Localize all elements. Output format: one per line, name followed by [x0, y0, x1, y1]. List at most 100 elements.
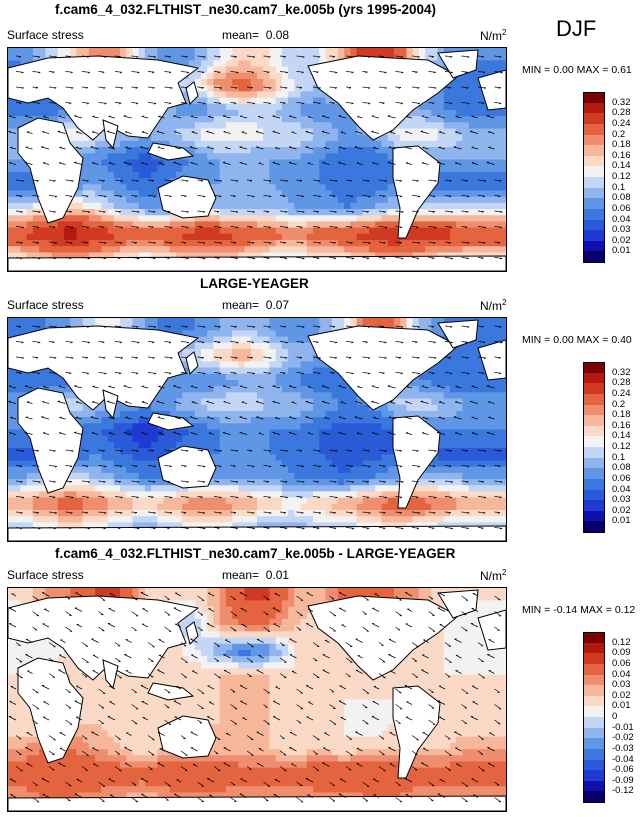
field-cell [88, 233, 96, 241]
field-cell [275, 215, 283, 223]
field-cell [275, 324, 283, 331]
field-cell [213, 221, 221, 229]
field-cell [319, 209, 327, 216]
field-cell [200, 103, 208, 111]
field-cell [418, 140, 426, 148]
vector-arrow [371, 131, 380, 134]
field-cell [381, 240, 389, 247]
colorbar-label: 0.04 [612, 213, 631, 225]
field-cell [275, 336, 283, 344]
field-cell [113, 240, 121, 247]
vector-arrowhead [384, 180, 388, 183]
field-cell [275, 392, 283, 400]
vector-arrowhead [482, 102, 485, 105]
field-cell [331, 386, 339, 393]
field-cell [26, 109, 34, 117]
field-cell [462, 196, 470, 204]
field-cell [188, 54, 196, 61]
field-cell [462, 209, 470, 216]
field-cell [362, 184, 370, 192]
continent-outline [477, 69, 506, 111]
field-cell [381, 190, 389, 198]
field-cell [437, 215, 445, 223]
vector-arrow [246, 55, 255, 58]
field-cell [468, 78, 476, 86]
vector-arrow [322, 115, 330, 119]
field-cell [294, 324, 302, 331]
vector-arrow [488, 131, 495, 134]
field-cell [176, 227, 183, 235]
vector-arrowhead [158, 162, 162, 164]
vector-arrowhead [333, 195, 336, 198]
field-cell [425, 128, 432, 136]
field-cell [8, 159, 15, 167]
panel-1-land [8, 49, 506, 271]
field-cell [232, 153, 239, 161]
vector-arrow [15, 179, 24, 182]
vector-arrowhead [302, 257, 305, 260]
field-cell [39, 54, 46, 61]
vector-arrowhead [497, 242, 501, 244]
field-cell [425, 116, 432, 123]
field-cell [14, 103, 22, 111]
field-cell [64, 227, 71, 235]
field-cell [225, 128, 233, 136]
field-cell [456, 398, 464, 406]
vector-arrow [48, 55, 57, 58]
vector-arrow [477, 55, 484, 57]
field-cell [300, 348, 308, 356]
field-cell [70, 134, 78, 142]
field-cell [400, 54, 407, 61]
vector-arrowhead [434, 226, 437, 229]
field-cell [288, 398, 295, 406]
field-cell [369, 196, 376, 204]
vector-arrowhead [420, 130, 423, 132]
field-cell [163, 128, 171, 136]
field-cell [412, 233, 420, 241]
vector-arrowhead [448, 242, 452, 244]
panel-1-max-value: 0.61 [611, 64, 632, 76]
vector-arrow [477, 210, 484, 212]
field-cell [275, 85, 283, 92]
field-cell [350, 404, 358, 412]
field-cell [406, 240, 414, 247]
field-cell [238, 386, 246, 393]
vector-arrow [141, 116, 149, 119]
field-cell [213, 159, 221, 167]
field-cell [176, 324, 183, 331]
field-cell [188, 221, 196, 229]
field-cell [425, 398, 432, 406]
field-cell [76, 128, 84, 136]
field-cell [306, 379, 314, 387]
field-cell [487, 165, 495, 173]
field-cell [319, 103, 327, 111]
vector-arrowhead [367, 180, 370, 182]
field-cell [487, 171, 495, 179]
field-cell [288, 215, 295, 223]
vector-arrowhead [69, 102, 72, 105]
vector-arrowhead [400, 56, 404, 58]
colorbar-segment [583, 166, 605, 178]
field-cell [213, 165, 221, 173]
field-cell [300, 78, 308, 86]
field-cell [437, 221, 445, 229]
field-cell [14, 392, 22, 400]
field-cell [481, 215, 488, 223]
field-cell [313, 373, 320, 381]
field-cell [238, 97, 246, 105]
vector-arrow [65, 86, 74, 89]
vector-arrow [230, 241, 236, 243]
field-cell [51, 318, 59, 325]
vector-arrow [98, 195, 107, 197]
field-cell [194, 165, 202, 173]
field-cell [188, 122, 196, 130]
field-cell [257, 240, 264, 247]
vector-arrow [362, 257, 370, 259]
field-cell [232, 215, 239, 223]
field-cell [244, 386, 252, 393]
field-cell [487, 60, 495, 68]
vector-arrowhead [58, 115, 61, 117]
field-cell [26, 386, 34, 393]
field-cell [306, 361, 314, 369]
field-cell [300, 190, 308, 198]
